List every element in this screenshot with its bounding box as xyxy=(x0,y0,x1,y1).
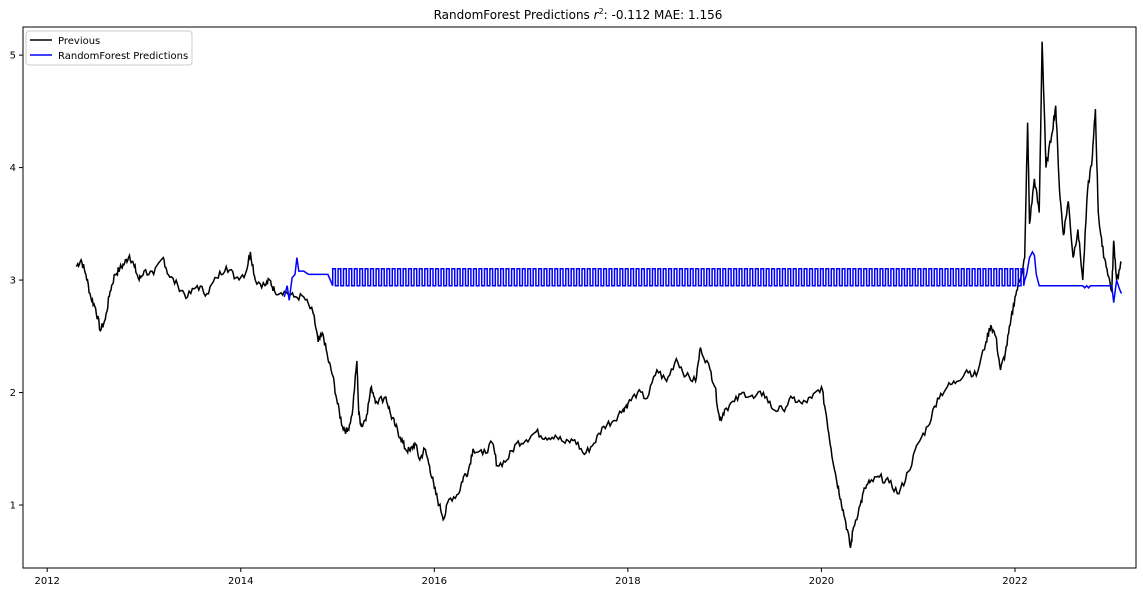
y-tick-label: 1 xyxy=(10,501,16,512)
y-tick-label: 3 xyxy=(10,276,16,287)
y-tick-label: 4 xyxy=(10,163,16,174)
legend-label-randomforest: RandomForest Predictions xyxy=(58,51,188,62)
y-tick-label: 2 xyxy=(10,388,16,399)
x-tick-label: 2018 xyxy=(615,576,640,587)
plot-frame xyxy=(22,26,1137,569)
x-axis: 2012 2014 2016 2018 2020 2022 xyxy=(34,568,1028,587)
x-tick-label: 2022 xyxy=(1002,576,1027,587)
y-tick-label: 5 xyxy=(10,51,16,62)
x-tick-label: 2020 xyxy=(809,576,834,587)
legend-box xyxy=(25,30,193,66)
legend-label-previous: Previous xyxy=(58,36,100,47)
x-tick-label: 2016 xyxy=(422,576,447,587)
y-axis: 1 2 3 4 5 xyxy=(10,51,23,512)
x-tick-label: 2012 xyxy=(34,576,59,587)
legend: Previous RandomForest Predictions xyxy=(25,30,193,66)
x-tick-label: 2014 xyxy=(228,576,253,587)
chart-title: RandomForest Predictions r2: -0.112 MAE:… xyxy=(434,7,723,22)
series-previous-line xyxy=(75,41,1123,548)
series-randomforest-line xyxy=(283,250,1123,303)
